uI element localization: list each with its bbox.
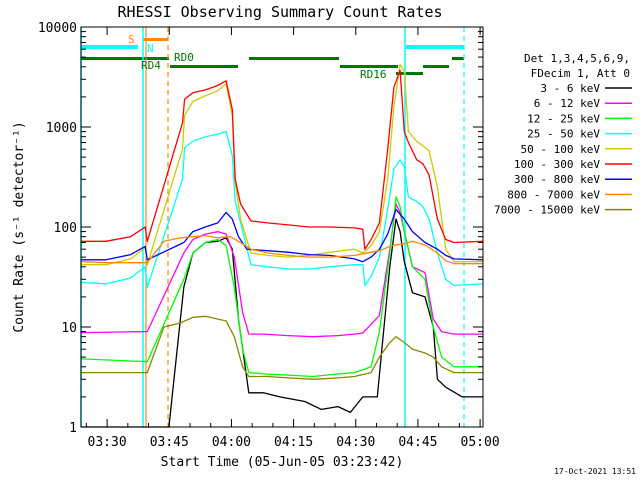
- rd0-bar-c: [340, 65, 398, 68]
- y-tick-label-4: 10000: [38, 21, 77, 36]
- cyan-flag-bar-right: [406, 45, 464, 49]
- series-line-4: [81, 64, 483, 266]
- legend-header-line-1: Det 1,3,4,5,6,9,: [524, 52, 630, 65]
- legend-label-2: 12 - 25 keV: [527, 112, 600, 125]
- y-tick-label-0: 1: [69, 421, 77, 436]
- x-tick-label-1: 03:45: [150, 435, 189, 450]
- series-line-2: [80, 196, 483, 378]
- x-tick-label-4: 04:30: [336, 435, 375, 450]
- rd16-bar: [396, 72, 423, 75]
- rd0-bar-e: [452, 57, 464, 60]
- series-layer: [80, 64, 484, 428]
- rd4-bar: [81, 57, 169, 60]
- x-tick-label-2: 04:00: [212, 435, 251, 450]
- observing-flag-bands: S N RD4 RD0 RD16: [80, 27, 465, 427]
- rd0-bar-d: [423, 65, 449, 68]
- legend-label-3: 25 - 50 keV: [527, 128, 600, 141]
- x-axis-label: Start Time (05-Jun-05 03:23:42): [161, 455, 404, 470]
- series-line-3: [80, 130, 484, 288]
- rd0-bar-a: [170, 65, 238, 68]
- flag-label-n: N: [147, 42, 154, 55]
- x-tick-label-5: 04:45: [398, 435, 437, 450]
- flag-label-rd0: RD0: [174, 51, 194, 64]
- legend: Det 1,3,4,5,6,9, FDecim 1, Att 0 3 - 6 k…: [494, 52, 632, 217]
- flag-label-s: S: [128, 33, 135, 46]
- y-tick-label-3: 1000: [46, 121, 77, 136]
- footer-timestamp: 17-Oct-2021 13:51: [554, 467, 636, 476]
- legend-label-1: 6 - 12 keV: [534, 97, 601, 110]
- y-tick-label-2: 100: [54, 221, 77, 236]
- x-tick-label-3: 04:15: [274, 435, 313, 450]
- x-tick-label-0: 03:30: [88, 435, 127, 450]
- saa-flag-bar: [143, 38, 168, 41]
- y-axis-label: Count Rate (s⁻¹ detector⁻¹): [12, 121, 27, 332]
- series-line-1: [80, 203, 483, 338]
- legend-label-4: 50 - 100 keV: [521, 143, 601, 156]
- legend-label-0: 3 - 6 keV: [540, 82, 600, 95]
- x-axis-ticks: 03:30 03:45 04:00 04:15 04:30 04:45 05:00: [85, 27, 500, 450]
- series-line-5: [81, 69, 484, 250]
- series-line-6: [81, 208, 484, 263]
- y-tick-label-1: 10: [61, 321, 77, 336]
- legend-label-5: 100 - 300 keV: [514, 158, 600, 171]
- series-line-7: [80, 234, 483, 265]
- chart-title: RHESSI Observing Summary Count Rates: [117, 3, 442, 21]
- x-tick-label-6: 05:00: [461, 435, 500, 450]
- y-axis-ticks: 1 10 100 1000 10000: [38, 21, 483, 436]
- series-line-8: [81, 315, 483, 380]
- flag-label-rd16: RD16: [360, 68, 387, 81]
- legend-header-line-2: FDecim 1, Att 0: [531, 67, 630, 80]
- cyan-flag-bar-left: [81, 45, 138, 49]
- legend-label-6: 300 - 800 keV: [514, 173, 600, 186]
- legend-label-7: 800 - 7000 keV: [507, 188, 600, 201]
- flag-label-rd4: RD4: [141, 59, 161, 72]
- legend-label-8: 7000 - 15000 keV: [494, 204, 600, 217]
- rd0-bar-b: [249, 57, 339, 60]
